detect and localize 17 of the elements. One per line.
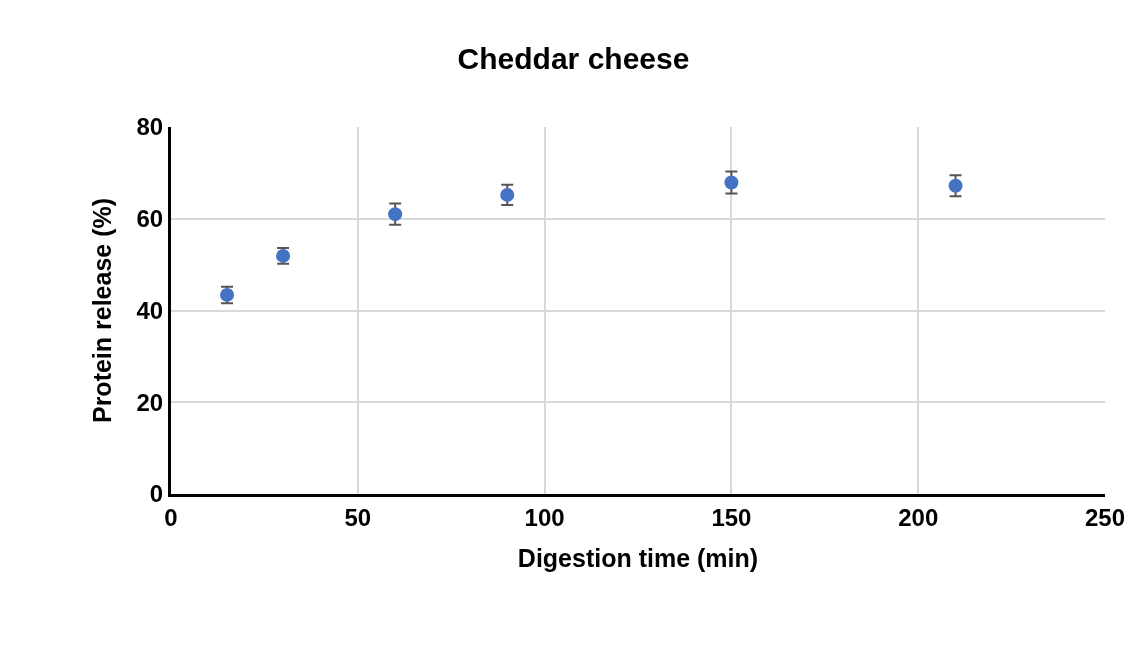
chart-title: Cheddar cheese	[457, 41, 690, 75]
point	[724, 175, 739, 190]
x-axis-title: Digestion time (min)	[517, 543, 759, 572]
y-axis-title: Protein release (%)	[88, 197, 117, 424]
y-tick-label: 20	[136, 388, 164, 416]
x-tick-label: 100	[524, 503, 565, 531]
point	[948, 178, 963, 193]
x-tick-label: 200	[898, 503, 939, 531]
y-tick-label: 80	[136, 113, 164, 141]
y-tick-label: 60	[136, 205, 164, 233]
x-tick-label: 150	[711, 503, 752, 531]
x-tick-label: 250	[1084, 503, 1126, 531]
point	[500, 187, 515, 202]
point	[388, 207, 403, 222]
x-tick-label: 50	[344, 503, 372, 531]
y-tick-label: 40	[136, 296, 164, 324]
y-tick-label: 0	[149, 480, 164, 508]
